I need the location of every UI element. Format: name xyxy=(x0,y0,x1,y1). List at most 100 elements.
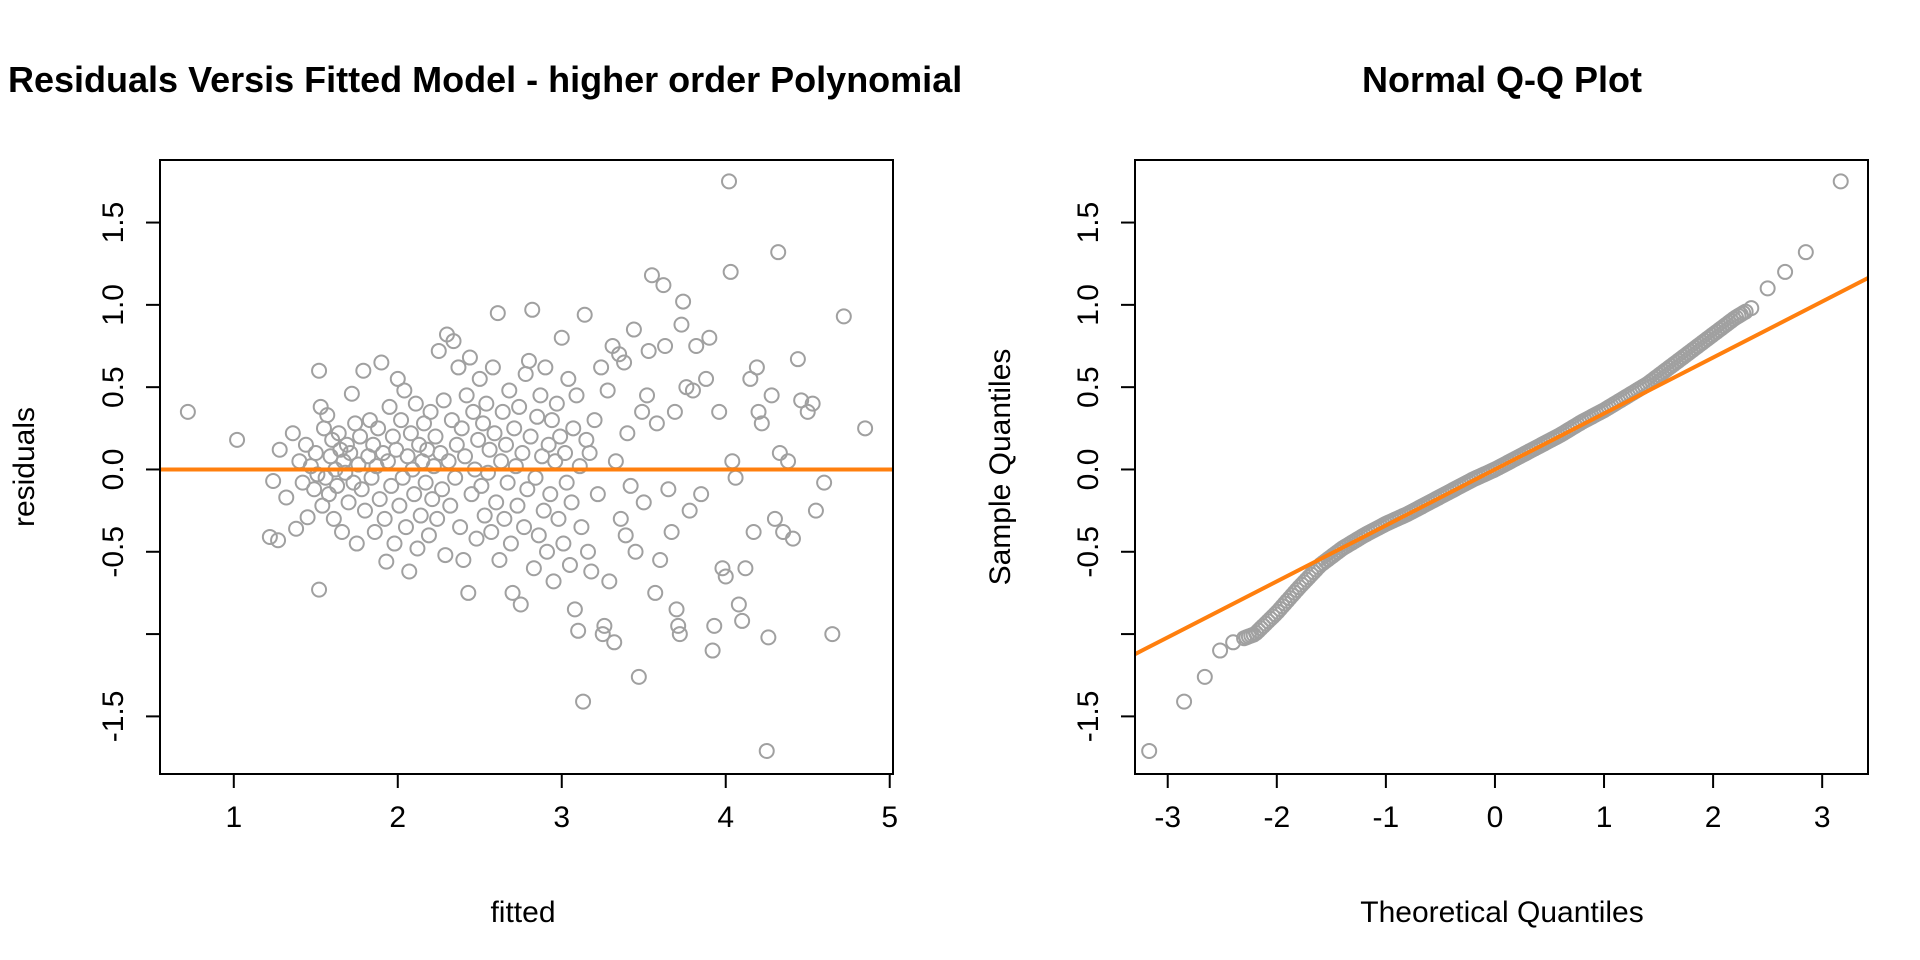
data-point xyxy=(1759,280,1776,297)
x-tick-label: 3 xyxy=(1814,801,1831,834)
data-point xyxy=(468,530,485,547)
data-point xyxy=(652,552,669,569)
data-point xyxy=(671,626,688,643)
data-point xyxy=(420,527,437,544)
data-point xyxy=(583,563,600,580)
data-point xyxy=(748,359,765,376)
data-point xyxy=(512,596,529,613)
data-point xyxy=(496,510,513,527)
data-point xyxy=(573,519,590,536)
data-point xyxy=(373,354,390,371)
data-point xyxy=(484,359,501,376)
data-point xyxy=(265,472,282,489)
data-point xyxy=(555,535,572,552)
data-point xyxy=(479,464,496,481)
data-point xyxy=(470,431,487,448)
data-point xyxy=(655,277,672,294)
data-point xyxy=(693,486,710,503)
data-point xyxy=(568,387,585,404)
y-tick-label: -1.5 xyxy=(1072,691,1105,743)
data-point xyxy=(343,385,360,402)
data-point xyxy=(575,693,592,710)
y-tick-label: 0.5 xyxy=(97,366,130,408)
data-point xyxy=(338,436,355,453)
data-point xyxy=(271,441,288,458)
data-point xyxy=(486,425,503,442)
data-point xyxy=(530,527,547,544)
data-point xyxy=(594,626,611,643)
data-point xyxy=(440,453,457,470)
data-point xyxy=(737,560,754,577)
y-axis-label: Sample Quantiles xyxy=(984,349,1017,586)
x-tick-label: -2 xyxy=(1263,801,1290,834)
data-point xyxy=(763,387,780,404)
data-point xyxy=(1743,300,1760,317)
data-point xyxy=(179,403,196,420)
x-tick-label: 3 xyxy=(553,801,570,834)
data-point xyxy=(311,581,328,598)
data-point xyxy=(627,543,644,560)
data-point xyxy=(471,370,488,387)
data-point xyxy=(799,403,816,420)
data-point xyxy=(376,510,393,527)
data-point xyxy=(397,519,414,536)
data-point xyxy=(391,497,408,514)
data-point xyxy=(529,408,546,425)
data-point xyxy=(717,568,734,585)
data-point xyxy=(306,481,323,498)
data-point xyxy=(606,634,623,651)
data-point xyxy=(447,469,464,486)
data-point xyxy=(442,497,459,514)
data-point xyxy=(502,535,519,552)
data-point xyxy=(586,412,603,429)
data-point xyxy=(401,563,418,580)
x-tick-label: 1 xyxy=(1596,801,1613,834)
y-tick-label: 1.5 xyxy=(1072,202,1105,244)
data-point xyxy=(570,622,587,639)
x-axis-label: fitted xyxy=(490,896,555,929)
data-point xyxy=(435,392,452,409)
data-point xyxy=(309,466,326,483)
data-point xyxy=(399,448,416,465)
data-point xyxy=(319,407,336,424)
x-tick-label: 5 xyxy=(881,801,898,834)
data-point xyxy=(639,387,656,404)
x-tick-label: 2 xyxy=(389,801,406,834)
data-point xyxy=(299,509,316,526)
data-point xyxy=(730,596,747,613)
data-point xyxy=(550,510,567,527)
data-point xyxy=(660,481,677,498)
data-point xyxy=(684,382,701,399)
data-point xyxy=(675,293,692,310)
data-point xyxy=(481,441,498,458)
data-point xyxy=(816,474,833,491)
data-point xyxy=(611,346,628,363)
data-point xyxy=(493,453,510,470)
data-point xyxy=(445,333,462,350)
y-tick-label: 0.0 xyxy=(1072,449,1105,491)
data-point xyxy=(498,436,515,453)
chart-title: Residuals Versis Fitted Model - higher o… xyxy=(8,59,962,100)
data-point xyxy=(386,535,403,552)
data-point xyxy=(607,453,624,470)
x-tick-label: -1 xyxy=(1373,801,1400,834)
data-point xyxy=(537,359,554,376)
data-point xyxy=(745,524,762,541)
data-point xyxy=(475,415,492,432)
y-axis-label: residuals xyxy=(8,407,41,527)
data-point xyxy=(465,403,482,420)
data-point xyxy=(547,453,564,470)
data-point xyxy=(353,481,370,498)
x-tick-label: 1 xyxy=(225,801,242,834)
data-point xyxy=(450,359,467,376)
data-point xyxy=(511,398,528,415)
data-point xyxy=(334,524,351,541)
data-point xyxy=(329,477,346,494)
data-point xyxy=(542,486,559,503)
data-point xyxy=(1141,742,1158,759)
data-point xyxy=(670,617,687,634)
data-point xyxy=(714,560,731,577)
data-point xyxy=(758,742,775,759)
data-point xyxy=(698,370,715,387)
data-point xyxy=(560,370,577,387)
